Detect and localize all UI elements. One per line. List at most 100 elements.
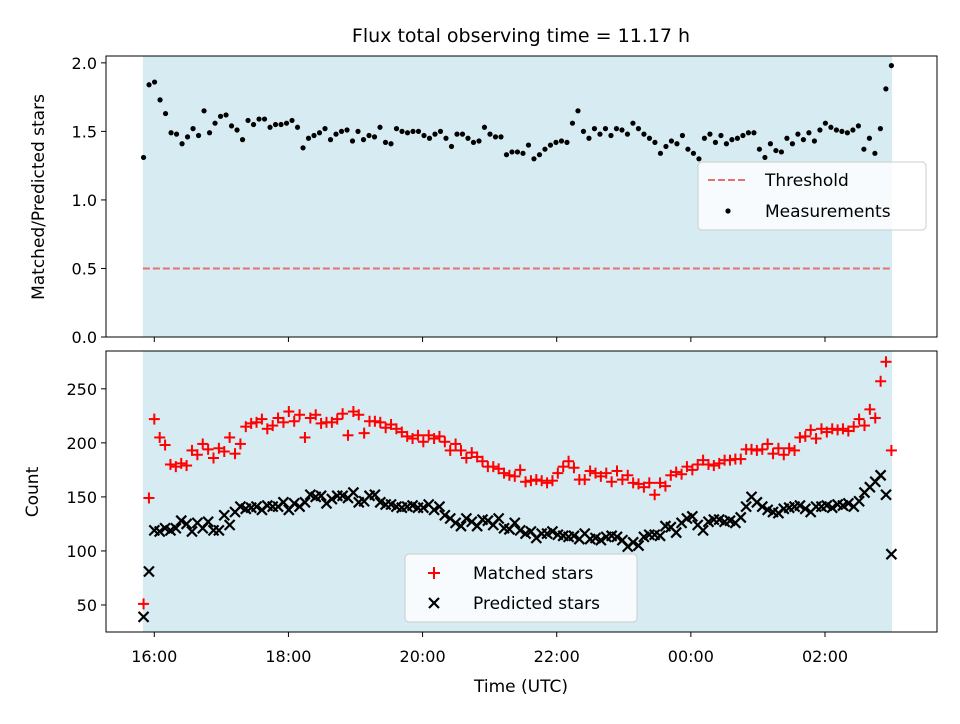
measurement-point bbox=[146, 82, 152, 88]
predicted-star-point bbox=[799, 503, 812, 515]
ratio-panel: 0.0 0.5 1.0 1.5 2.0 Flux total observing tim… bbox=[29, 25, 938, 347]
measurement-point bbox=[443, 135, 449, 141]
predicted-star-point bbox=[439, 509, 451, 522]
matched-star-point bbox=[778, 449, 790, 461]
matched-star-point bbox=[433, 430, 445, 442]
predicted-star-point bbox=[315, 490, 327, 502]
matched-star-point bbox=[477, 455, 489, 467]
matched-star-points bbox=[138, 356, 897, 610]
measurement-point bbox=[272, 121, 279, 128]
matched-star-point bbox=[826, 423, 838, 435]
predicted-star-point bbox=[202, 515, 214, 528]
predicted-star-point bbox=[180, 518, 193, 530]
predicted-star-point bbox=[826, 501, 838, 514]
measurement-point bbox=[745, 130, 752, 136]
matched-star-point bbox=[277, 416, 289, 428]
matched-star-point bbox=[175, 457, 187, 469]
predicted-star-point bbox=[492, 512, 505, 525]
measurement-point bbox=[668, 138, 675, 144]
matched-star-point bbox=[557, 461, 569, 473]
matched-star-point bbox=[299, 431, 311, 443]
predicted-star-point bbox=[627, 536, 639, 549]
matched-star-point bbox=[164, 458, 176, 470]
measurement-point bbox=[404, 130, 411, 136]
predicted-star-point bbox=[455, 520, 467, 532]
measurement-point bbox=[410, 128, 416, 134]
predicted-star-point bbox=[433, 500, 446, 513]
matched-star-point bbox=[444, 444, 456, 456]
ratio-x-ticks bbox=[153, 337, 826, 342]
measurement-point bbox=[322, 126, 328, 132]
predicted-star-point bbox=[568, 530, 580, 542]
measurement-point bbox=[168, 130, 174, 136]
x-tick-label: 00:00 bbox=[668, 647, 714, 666]
x-tick-label: 20:00 bbox=[400, 647, 446, 666]
measurement-point bbox=[564, 139, 570, 145]
measurement-point bbox=[674, 141, 680, 147]
measurement-point bbox=[685, 146, 691, 152]
measurement-point bbox=[426, 135, 433, 141]
count-panel-frame bbox=[105, 350, 938, 633]
measurement-point bbox=[828, 124, 834, 130]
matched-star-point bbox=[138, 598, 150, 610]
measurement-point bbox=[382, 139, 389, 145]
y-tick-label: 0.0 bbox=[72, 328, 97, 347]
measurement-point bbox=[487, 131, 493, 137]
measurement-point bbox=[311, 132, 317, 139]
measurement-point bbox=[795, 131, 801, 137]
measurement-point bbox=[866, 135, 872, 141]
predicted-star-point bbox=[654, 530, 666, 542]
measurement-point bbox=[399, 128, 405, 134]
measurement-point bbox=[338, 128, 345, 134]
matched-star-point bbox=[832, 424, 844, 436]
measurement-point bbox=[377, 124, 383, 130]
measurement-point bbox=[707, 131, 713, 137]
matched-star-point bbox=[848, 421, 860, 433]
measurement-point bbox=[833, 127, 840, 133]
y-tick-label: 1.0 bbox=[72, 191, 97, 210]
matched-star-point bbox=[805, 424, 817, 436]
measurement-point bbox=[696, 156, 702, 162]
matched-star-point bbox=[181, 460, 193, 472]
measurement-point bbox=[547, 142, 554, 148]
matched-star-point bbox=[525, 475, 537, 487]
matched-star-point bbox=[875, 375, 887, 387]
measurement-point bbox=[212, 120, 218, 126]
matched-star-point bbox=[869, 412, 881, 424]
measurement-point bbox=[580, 128, 587, 134]
predicted-star-point bbox=[611, 531, 623, 543]
matched-star-point bbox=[428, 433, 440, 445]
count-x-ticks: 16:00 18:00 20:00 22:00 00:00 02:00 bbox=[131, 632, 848, 666]
matched-star-point bbox=[858, 420, 870, 432]
predicted-star-point bbox=[546, 525, 559, 538]
predicted-star-point bbox=[299, 496, 311, 509]
matched-star-point bbox=[579, 474, 591, 486]
measurement-point bbox=[531, 156, 537, 162]
matched-star-point bbox=[358, 427, 370, 439]
matched-star-point bbox=[401, 430, 413, 442]
measurement-point bbox=[762, 154, 768, 161]
matched-star-point bbox=[762, 438, 774, 450]
measurement-point bbox=[283, 120, 290, 126]
measurement-point bbox=[514, 149, 521, 155]
predicted-star-point bbox=[186, 525, 198, 538]
measurement-point bbox=[635, 126, 642, 132]
measurement-point bbox=[800, 137, 807, 143]
measurement-point bbox=[718, 132, 724, 139]
measurement-point bbox=[344, 127, 350, 133]
matched-star-point bbox=[649, 489, 661, 501]
measurement-point bbox=[492, 134, 499, 140]
predicted-star-point bbox=[514, 524, 526, 537]
measurement-point bbox=[883, 86, 889, 92]
predicted-star-point bbox=[175, 514, 187, 527]
matched-star-point bbox=[154, 431, 166, 443]
measurement-point bbox=[415, 128, 422, 134]
legend-matched-label: Matched stars bbox=[473, 564, 593, 584]
measurement-point bbox=[327, 137, 334, 143]
legend-threshold-label: Threshold bbox=[764, 171, 849, 191]
matched-star-point bbox=[837, 423, 849, 435]
matched-star-point bbox=[622, 469, 634, 481]
measurement-point bbox=[437, 128, 444, 134]
predicted-star-point bbox=[670, 526, 682, 539]
matched-star-point bbox=[584, 465, 596, 477]
